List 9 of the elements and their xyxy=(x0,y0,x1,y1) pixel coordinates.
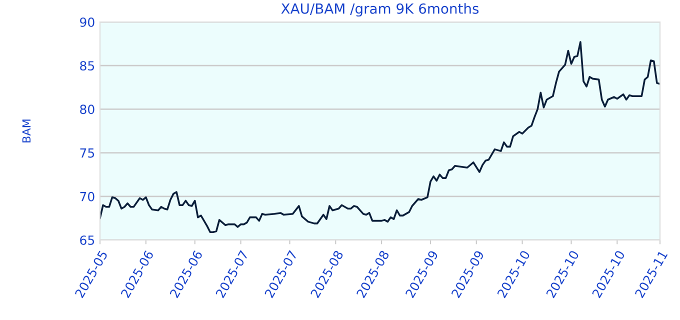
y-tick-label: 65 xyxy=(80,235,94,245)
y-tick-label: 80 xyxy=(80,104,94,114)
line-series xyxy=(100,41,660,234)
y-tick-label: 85 xyxy=(80,61,94,71)
y-tick-label: 75 xyxy=(80,148,94,158)
y-axis-title: BAM xyxy=(22,120,30,142)
chart-title: XAU/BAM /gram 9K 6months xyxy=(281,3,479,17)
y-tick-label: 70 xyxy=(80,192,94,202)
y-tick-label: 90 xyxy=(80,17,94,27)
